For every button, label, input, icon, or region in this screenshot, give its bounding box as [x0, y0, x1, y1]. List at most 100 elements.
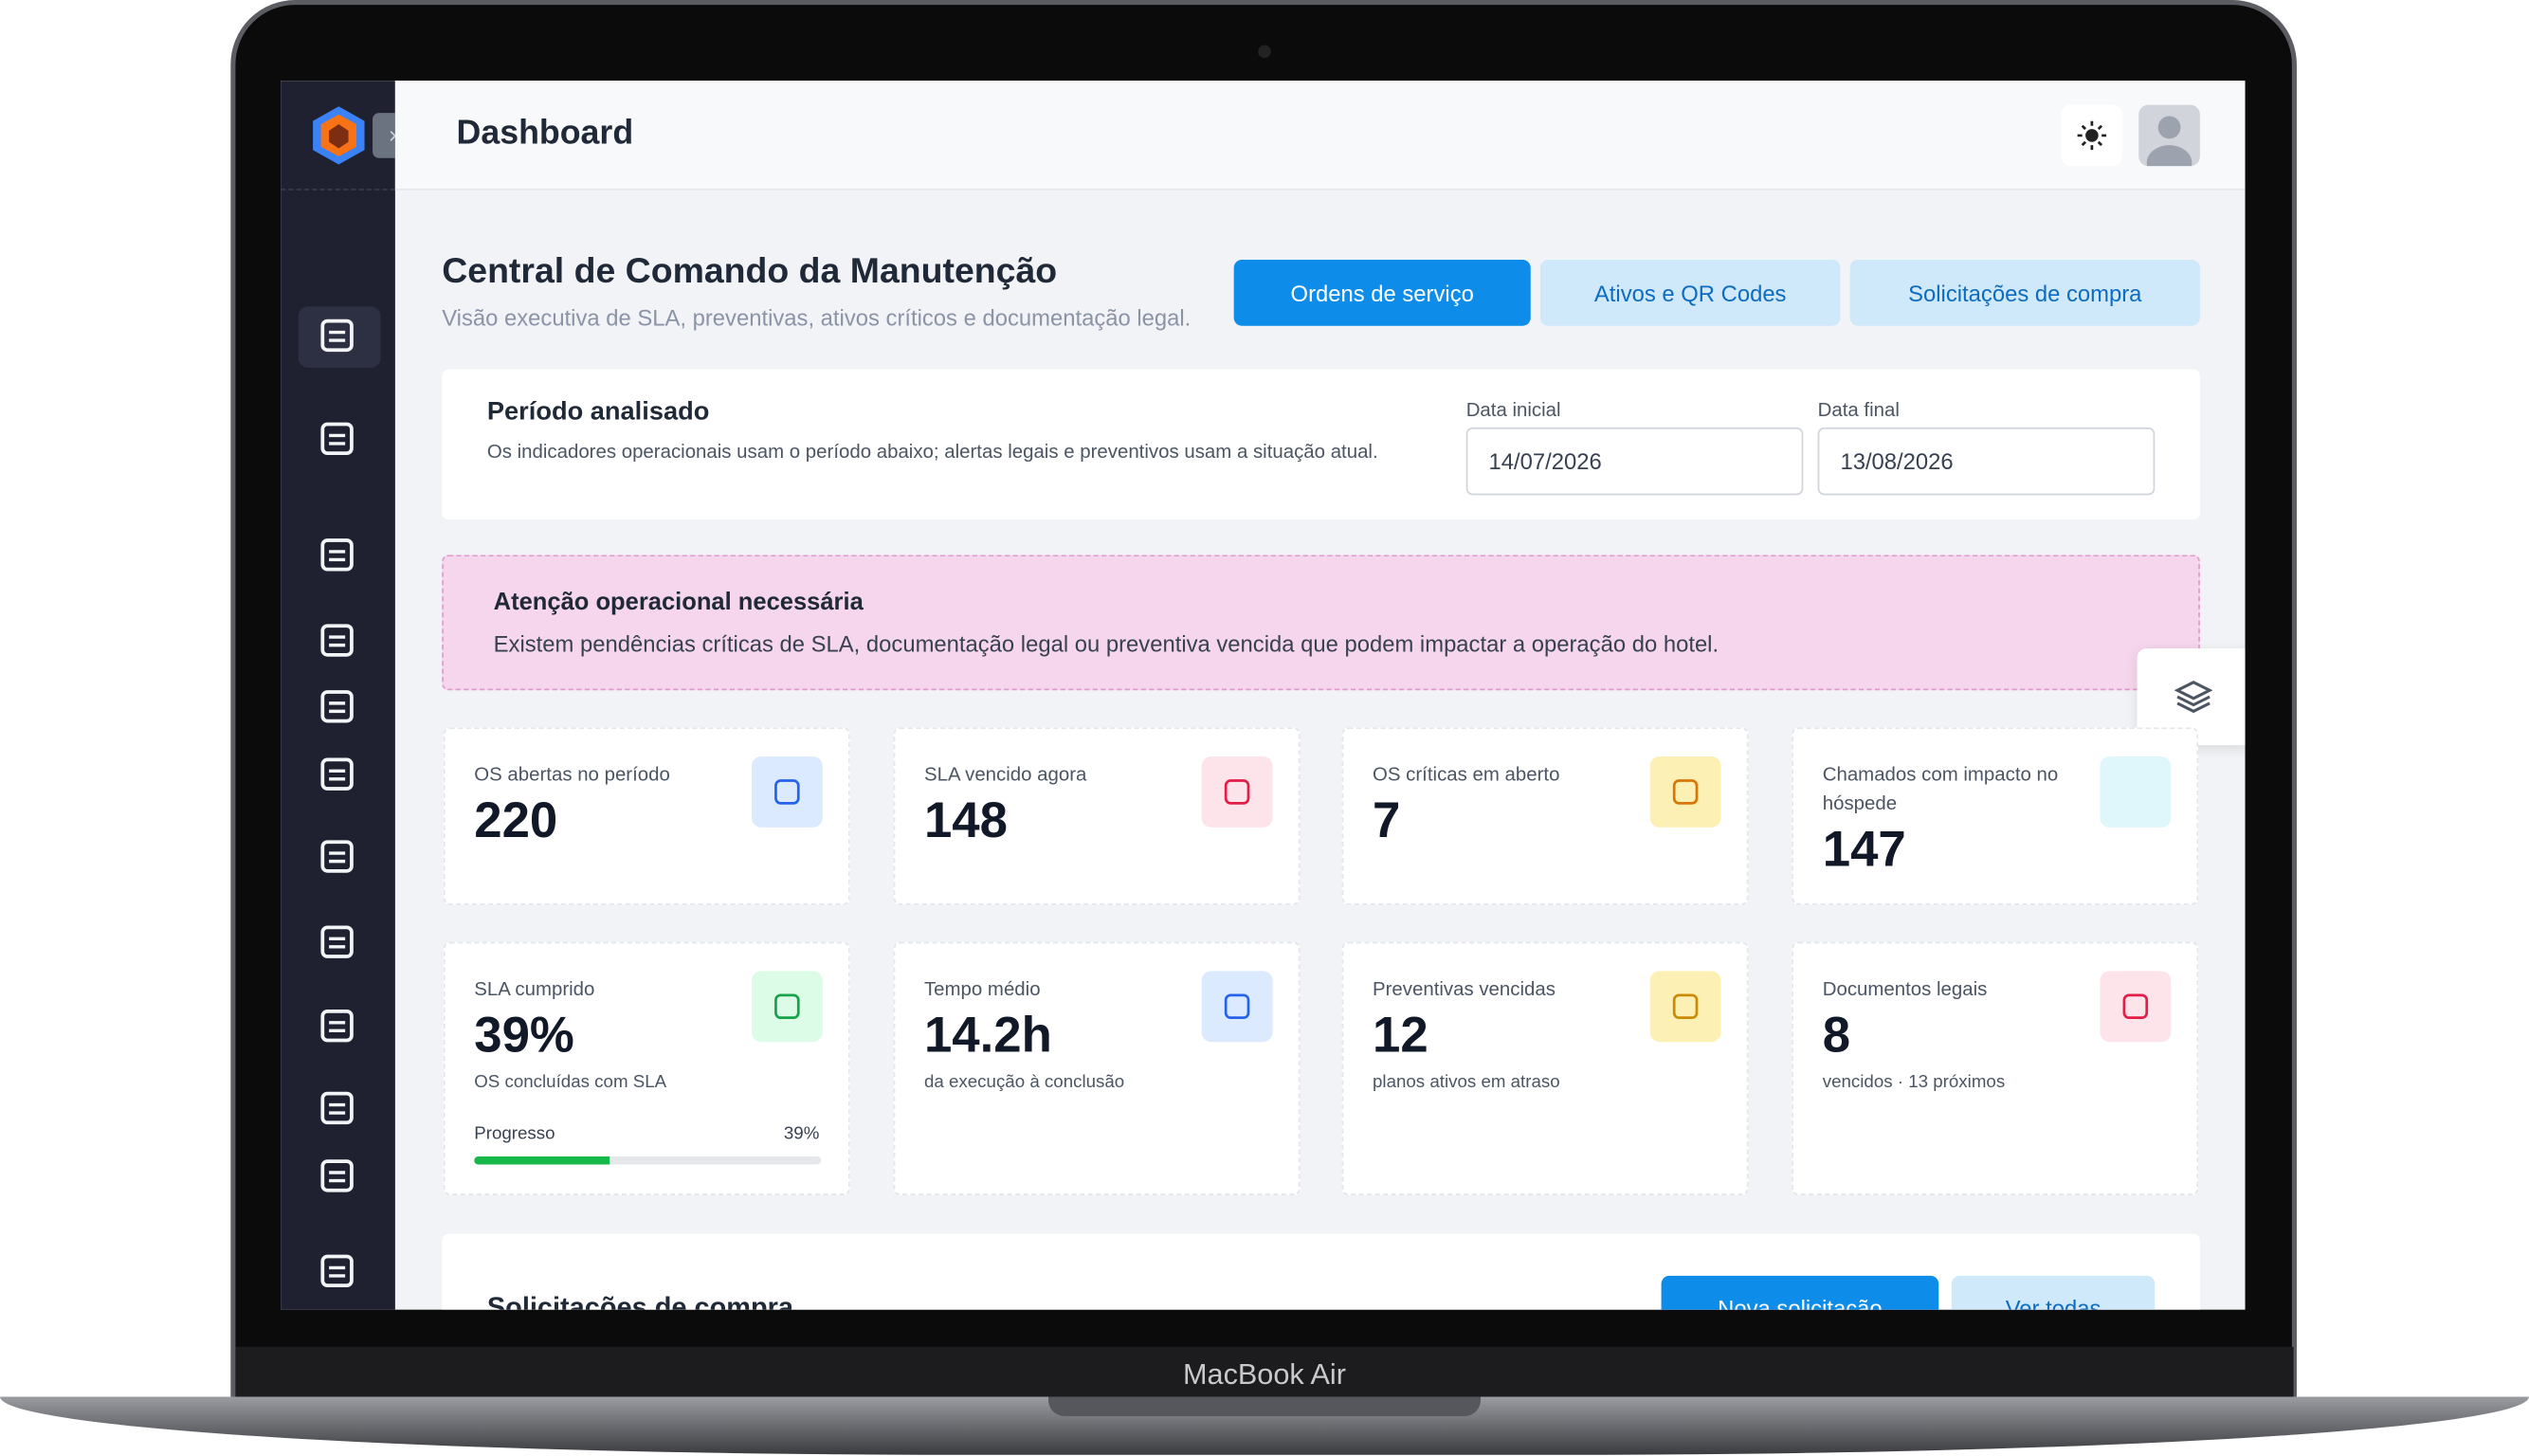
kpi-label: Chamados com impacto no hóspede: [1822, 762, 2059, 815]
progress-bar: [474, 1156, 610, 1165]
header-title: Dashboard: [456, 114, 634, 152]
divider: [281, 189, 395, 191]
kpi-label: SLA cumprido: [474, 977, 595, 1000]
kpi-sub: planos ativos em atraso: [1373, 1072, 1560, 1092]
button-label: Ordens de serviço: [1290, 280, 1474, 306]
nav-active[interactable]: [298, 306, 381, 368]
nav-icon[interactable]: [318, 689, 356, 724]
alert-title: Atenção operacional necessária: [493, 589, 864, 616]
kpi-value: 14.2h: [923, 1006, 1052, 1064]
topbar: Dashboard: [394, 81, 2246, 191]
nav-icon[interactable]: [318, 756, 356, 792]
end-label: Data final: [1817, 398, 1900, 422]
sidebar: ×: [281, 81, 418, 1310]
purchases-card: Solicitações de compra Nova solicitação …: [442, 1233, 2200, 1310]
kpi-label: Preventivas vencidas: [1373, 977, 1556, 1000]
kpi-card: SLA cumprido 39% OS concluídas com SLA Prog…: [443, 941, 850, 1195]
purchases-title: Solicitações de compra: [486, 1291, 793, 1310]
theme-toggle[interactable]: [2061, 104, 2123, 167]
end-input[interactable]: 13/08/2026: [1817, 427, 2156, 496]
screen-content: × Dashboard Central de Comando da Manute…: [281, 81, 2246, 1310]
kpi-icon: [751, 971, 823, 1043]
layers-icon: [2174, 681, 2213, 714]
kpi-label: SLA vencido agora: [923, 762, 1087, 786]
progress-value: 39%: [783, 1123, 820, 1144]
button-label: Solicitações de compra: [1908, 280, 2142, 306]
kpi-icon: [1201, 971, 1273, 1043]
kpi-icon: [2100, 756, 2172, 828]
page-title: Central de Comando da Manutenção: [442, 249, 1058, 291]
orders-button[interactable]: Ordens de serviço: [1233, 259, 1531, 326]
screen: × Dashboard Central de Comando da Manute…: [281, 81, 2246, 1310]
kpi-icon: [1649, 756, 1721, 828]
kpi-icon: [1649, 971, 1721, 1043]
nav-icon[interactable]: [318, 1158, 356, 1193]
start-input[interactable]: 14/07/2026: [1465, 427, 1804, 496]
kpi-sub: vencidos · 13 próximos: [1822, 1072, 2006, 1092]
new-request-button[interactable]: Nova solicitação: [1661, 1275, 1939, 1310]
button-label: Ativos e QR Codes: [1593, 280, 1787, 306]
assets-button[interactable]: Ativos e QR Codes: [1539, 259, 1841, 326]
period-title: Período analisado: [486, 398, 710, 427]
kpi-value: 39%: [474, 1006, 574, 1064]
kpi-card: SLA vencido agora 148: [893, 727, 1301, 905]
nav-icon[interactable]: [318, 623, 356, 658]
button-label: Nova solicitação: [1718, 1295, 1883, 1310]
camera: [1258, 45, 1271, 59]
kpi-sub: da execução à conclusão: [923, 1072, 1125, 1092]
progress-track: [474, 1156, 822, 1165]
avatar[interactable]: [2138, 104, 2200, 167]
logo: [313, 106, 365, 165]
alert: Atenção operacional necessária Existem p…: [442, 555, 2200, 691]
sun-icon: [2077, 120, 2107, 151]
icon-glyph: [774, 993, 800, 1020]
nav-icon[interactable]: [318, 318, 356, 353]
icon-glyph: [2122, 993, 2149, 1020]
nav-icon[interactable]: [318, 924, 356, 959]
avatar-icon: [2146, 116, 2192, 167]
kpi-value: 220: [474, 792, 558, 849]
nav-icon[interactable]: [318, 839, 356, 874]
nav-icon[interactable]: [318, 1008, 356, 1043]
button-label: Ver todas: [2005, 1295, 2101, 1310]
kpi-card: Documentos legais 8 vencidos · 13 próximos: [1792, 941, 2199, 1195]
alert-text: Existem pendências críticas de SLA, docu…: [493, 630, 1719, 657]
icon-glyph: [2122, 779, 2149, 805]
nav-icon[interactable]: [318, 537, 356, 573]
view-all-button[interactable]: Ver todas: [1951, 1275, 2156, 1310]
icon-glyph: [1224, 993, 1250, 1020]
kpi-label: Documentos legais: [1822, 977, 1988, 1000]
kpi-value: 8: [1822, 1006, 1851, 1064]
period-description: Os indicadores operacionais usam o perío…: [486, 440, 1378, 464]
icon-glyph: [1224, 779, 1250, 805]
period-card: Período analisado Os indicadores operaci…: [442, 369, 2200, 519]
kpi-card: Preventivas vencidas 12 planos ativos em a…: [1341, 941, 1749, 1195]
kpi-card: OS críticas em aberto 7: [1341, 727, 1749, 905]
device-label: MacBook Air: [1183, 1357, 1346, 1391]
kpi-value: 7: [1373, 792, 1401, 849]
icon-glyph: [1672, 779, 1699, 805]
hinge: [1047, 1396, 1482, 1416]
kpi-card: Tempo médio 14.2h da execução à conclusão: [893, 941, 1301, 1195]
nav-icon[interactable]: [318, 1253, 356, 1288]
bezel-bottom: [235, 1346, 2294, 1399]
kpi-sub: OS concluídas com SLA: [474, 1072, 667, 1092]
icon-glyph: [1672, 993, 1699, 1020]
nav-icon[interactable]: [318, 1090, 356, 1125]
kpi-value: 147: [1822, 821, 1906, 878]
purchases-button[interactable]: Solicitações de compra: [1849, 259, 2200, 326]
page-subtitle: Visão executiva de SLA, preventivas, ati…: [442, 304, 1192, 331]
kpi-label: Tempo médio: [923, 977, 1041, 1000]
kpi-icon: [751, 756, 823, 828]
progress-label: Progresso: [474, 1123, 555, 1144]
kpi-value: 148: [923, 792, 1009, 849]
nav-icon[interactable]: [318, 421, 356, 456]
kpi-label: OS abertas no período: [474, 762, 670, 786]
kpi-label: OS críticas em aberto: [1373, 762, 1560, 786]
kpi-card: Chamados com impacto no hóspede 147: [1792, 727, 2199, 905]
start-label: Data inicial: [1465, 398, 1561, 422]
kpi-card: OS abertas no período 220: [443, 727, 850, 905]
kpi-icon: [2100, 971, 2172, 1043]
